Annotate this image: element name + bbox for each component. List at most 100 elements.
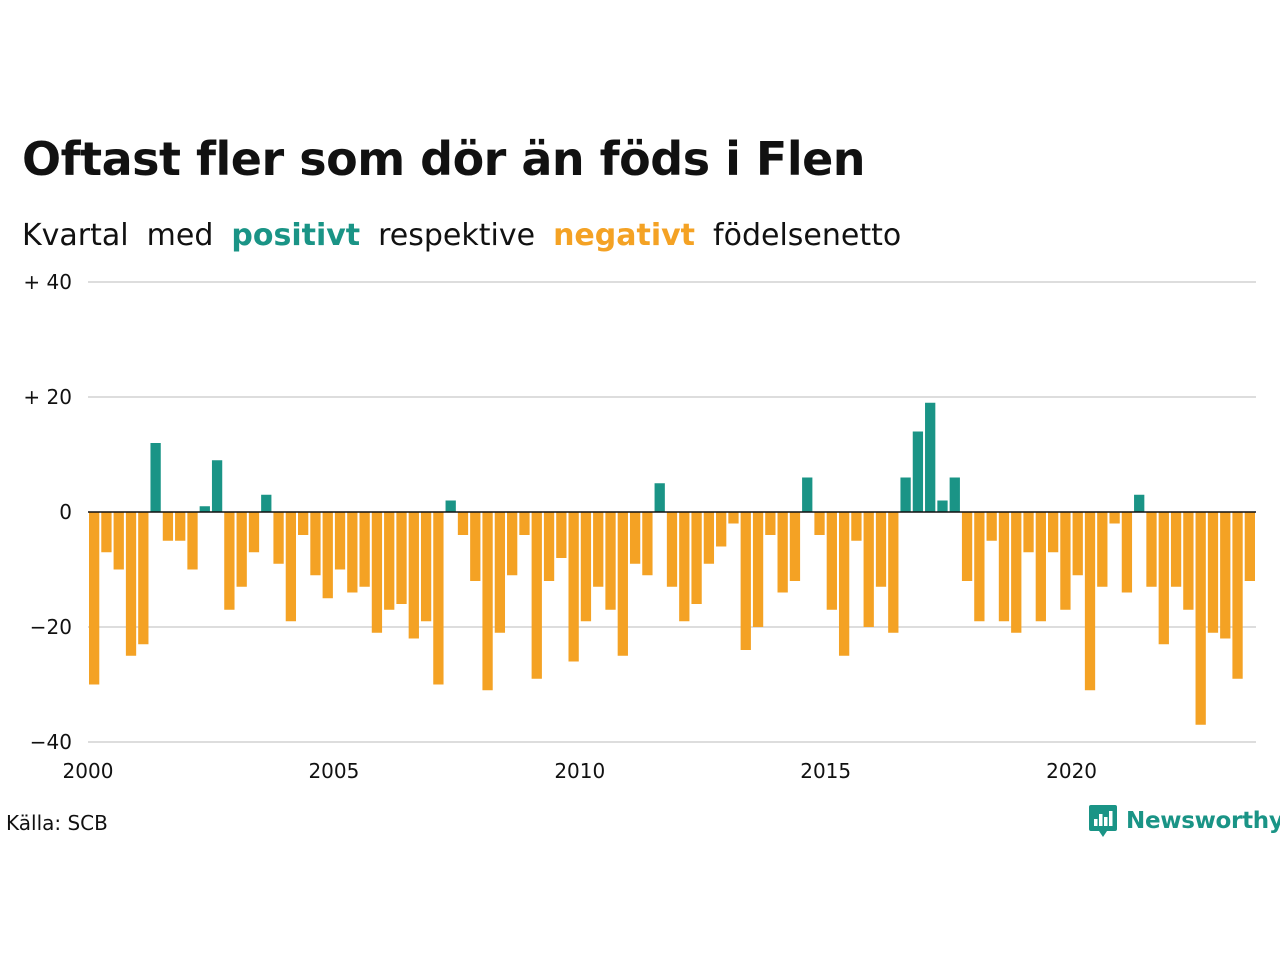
- subtitle-word-respektive: respektive: [378, 218, 536, 253]
- x-tick-label: 2000: [63, 759, 114, 783]
- bar: [728, 512, 739, 524]
- bar: [1134, 494, 1145, 512]
- bar: [703, 512, 715, 564]
- bar: [593, 512, 604, 587]
- bar: [949, 477, 960, 512]
- bar: [285, 512, 297, 622]
- bar: [1195, 512, 1206, 725]
- bar: [113, 512, 124, 570]
- bar: [752, 512, 764, 627]
- bar: [1011, 512, 1022, 633]
- y-tick-label: −20: [30, 615, 72, 639]
- bar: [482, 512, 493, 691]
- bar: [334, 512, 346, 570]
- bar: [347, 512, 358, 593]
- bar: [777, 512, 788, 593]
- bar: [679, 512, 690, 622]
- bar: [1023, 512, 1034, 553]
- bar: [629, 512, 641, 564]
- bar: [396, 512, 407, 604]
- bar: [445, 500, 456, 512]
- brand-logo: Newsworthy: [1088, 803, 1280, 839]
- bar: [322, 512, 333, 599]
- bar: [851, 512, 862, 541]
- bar: [224, 512, 235, 610]
- y-tick-label: −40: [30, 730, 72, 754]
- bar: [433, 512, 444, 685]
- bar: [543, 512, 555, 581]
- bar: [1097, 512, 1108, 587]
- bar: [1220, 512, 1231, 639]
- bar: [814, 512, 825, 535]
- bar: [789, 512, 801, 581]
- bar: [1146, 512, 1157, 587]
- bar: [1158, 512, 1169, 645]
- bar: [371, 512, 383, 633]
- bar: [211, 460, 223, 512]
- bar: [974, 512, 985, 622]
- bar: [838, 512, 850, 656]
- bar: [654, 483, 665, 512]
- bar: [937, 500, 948, 512]
- bar: [925, 402, 936, 512]
- bar: [199, 506, 210, 512]
- subtitle-word-kvartal: Kvartal: [22, 218, 129, 253]
- x-tick-label: 2015: [800, 759, 851, 783]
- bar: [519, 512, 530, 535]
- y-tick-label: + 40: [23, 270, 72, 294]
- chart-title: Oftast fler som dör än föds i Flen: [22, 132, 866, 186]
- bar: [1047, 512, 1059, 553]
- bar: [556, 512, 567, 558]
- bar: [457, 512, 469, 535]
- subtitle-word-fodelsenetto: födelsenetto: [713, 218, 902, 253]
- y-tick-label: + 20: [23, 385, 72, 409]
- x-tick-label: 2010: [554, 759, 605, 783]
- bar: [1183, 512, 1194, 610]
- x-tick-label: 2020: [1046, 759, 1097, 783]
- bar: [298, 512, 309, 535]
- bar: [273, 512, 284, 564]
- bar: [1072, 512, 1083, 576]
- bar: [175, 512, 186, 541]
- bar: [802, 477, 813, 512]
- bar: [1109, 512, 1120, 524]
- bar: [1121, 512, 1133, 593]
- bar: [580, 512, 592, 622]
- chart-axes: + 40 + 20 0 −20 −40 2000 2005 2010 2015 2020: [23, 270, 1256, 783]
- bar: [605, 512, 616, 610]
- bar: [187, 512, 198, 570]
- bar: [150, 443, 161, 512]
- bar: [1244, 512, 1255, 581]
- newsworthy-logo-icon: [1089, 805, 1117, 837]
- x-tick-label: 2005: [308, 759, 359, 783]
- bar: [961, 512, 973, 581]
- bar: [826, 512, 837, 610]
- bar: [236, 512, 247, 587]
- bar: [125, 512, 137, 656]
- bar: [1060, 512, 1071, 610]
- bar: [666, 512, 678, 587]
- y-tick-label: 0: [59, 500, 72, 524]
- bar: [1084, 512, 1096, 691]
- bar: [1170, 512, 1182, 587]
- bar: [420, 512, 432, 622]
- bar: [1232, 512, 1243, 679]
- bar: [617, 512, 628, 656]
- bar: [998, 512, 1010, 622]
- bar: [875, 512, 887, 587]
- bar: [1035, 512, 1046, 622]
- bar: [900, 477, 911, 512]
- bar: [986, 512, 997, 541]
- bar: [310, 512, 321, 576]
- chart-bars: [89, 402, 1255, 725]
- bar: [162, 512, 174, 541]
- subtitle-positive-label: positivt: [231, 218, 361, 253]
- bar: [765, 512, 776, 535]
- subtitle-word-med: med: [146, 218, 214, 253]
- bar: [261, 494, 272, 512]
- bar: [248, 512, 260, 553]
- bar: [863, 512, 874, 627]
- bar: [642, 512, 653, 576]
- bar: [408, 512, 419, 639]
